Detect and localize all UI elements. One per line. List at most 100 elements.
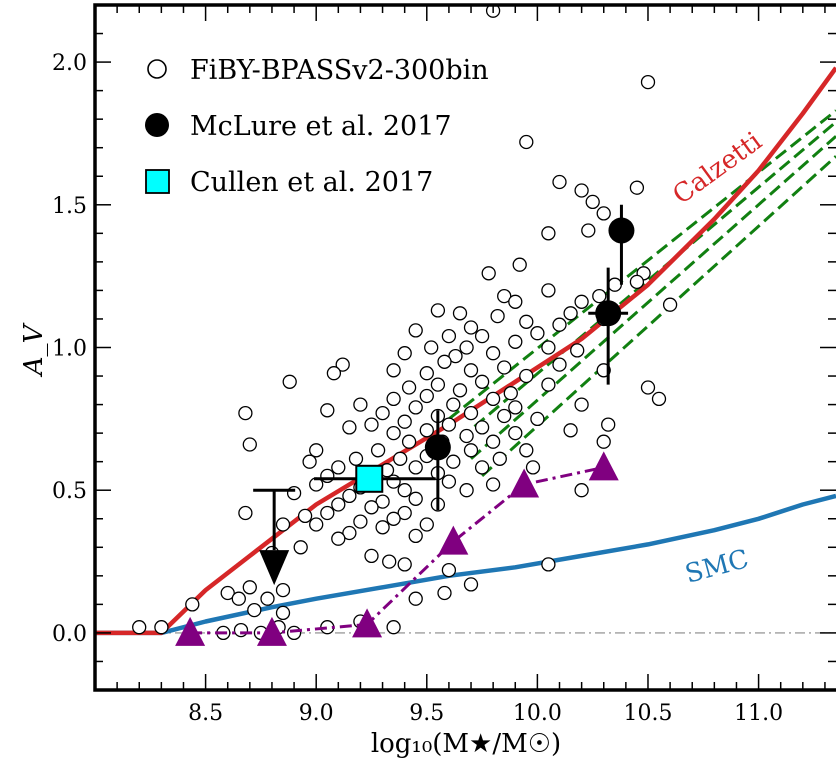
fiby-point (563, 306, 578, 321)
green-dashed-line-0 (447, 109, 836, 421)
fiby-point (463, 405, 479, 421)
legend-marker-mclure (145, 113, 169, 137)
fiby-point (596, 206, 611, 221)
mclure-point-0 (424, 434, 451, 461)
fiby-point (401, 380, 417, 395)
fiby-point (662, 297, 678, 312)
fiby-point (508, 294, 523, 309)
legend-label-cullen: Cullen et al. 2017 (190, 167, 433, 198)
fiby-point (640, 74, 656, 90)
fiby-point (297, 508, 313, 524)
fiby-point (370, 443, 386, 458)
legend-marker-cullen (145, 169, 170, 194)
fiby-point (474, 460, 490, 475)
fiby-point (485, 477, 501, 492)
fiby-point (326, 366, 342, 381)
fiby-point (574, 397, 589, 412)
x-tick-label: 8.5 (188, 701, 223, 726)
fiby-point (364, 417, 379, 432)
fiby-point (508, 334, 523, 349)
fiby-point (596, 434, 611, 449)
fiby-point (585, 194, 600, 210)
fiby-point (275, 605, 291, 621)
fiby-scatter-points (132, 3, 678, 641)
fiby-point (446, 397, 461, 412)
fiby-point (275, 582, 291, 598)
fiby-point (401, 434, 417, 449)
fiby-point (508, 400, 523, 415)
fiby-point (408, 528, 423, 544)
fiby-point (452, 383, 468, 398)
fiby-point (563, 423, 578, 438)
fiby-point (437, 354, 452, 369)
fiby-point (247, 602, 262, 618)
y-axis-label: A_V (19, 323, 49, 378)
fiby-point (397, 505, 412, 521)
fiby-point (375, 405, 390, 421)
y-tick-label: 0.0 (52, 622, 87, 647)
fiby-point (525, 460, 541, 475)
fiby-point (441, 474, 457, 489)
y-tick-label: 2.0 (52, 51, 87, 76)
fiby-point (185, 597, 200, 612)
annotation-smc: SMC (682, 544, 752, 590)
fiby-point (492, 451, 507, 466)
fiby-point (331, 460, 346, 475)
fiby-point (503, 386, 518, 401)
fiby-point (419, 423, 434, 438)
fiby-point (574, 294, 589, 309)
fiby-point (386, 391, 401, 407)
fiby-point (375, 494, 390, 509)
fiby-point (386, 474, 401, 489)
fiby-point (382, 554, 397, 569)
fiby-point (220, 585, 235, 601)
fiby-point (437, 585, 452, 601)
x-tick-label: 9.0 (299, 701, 334, 726)
x-tick-label: 10.0 (513, 701, 562, 726)
fiby-point (497, 288, 512, 304)
fiby-point (552, 317, 567, 332)
fiby-point (397, 414, 412, 429)
smc-curve (95, 493, 836, 636)
fiby-point (463, 443, 479, 458)
purple-triangle (438, 525, 469, 555)
fiby-point (408, 491, 423, 506)
fiby-point (497, 360, 512, 375)
fiby-point (459, 340, 474, 355)
y-tick-label: 1.0 (52, 337, 87, 362)
fiby-point (320, 403, 335, 418)
fiby-point (408, 460, 423, 475)
fiby-point (331, 531, 346, 546)
fiby-point (132, 620, 147, 635)
fiby-point (441, 562, 457, 578)
fiby-point (459, 483, 474, 498)
fiby-point (485, 346, 501, 361)
fiby-point (408, 591, 423, 606)
fiby-point (640, 380, 656, 395)
fiby-point (574, 183, 589, 198)
x-tick-label: 11.0 (734, 701, 783, 726)
fiby-point (242, 580, 257, 595)
fiby-point (293, 540, 308, 555)
fiby-point (419, 388, 434, 404)
fiby-point (408, 323, 423, 338)
observational-points (253, 204, 635, 586)
fiby-point (397, 346, 412, 361)
fiby-point (552, 357, 567, 372)
fiby-point (393, 451, 408, 466)
fiby-point (541, 340, 556, 355)
fiby-point (364, 548, 379, 564)
mclure-point-1 (595, 300, 622, 327)
purple-triangle (352, 608, 383, 638)
fiby-point (448, 348, 463, 364)
fiby-point (512, 257, 527, 272)
fiby-point (154, 620, 169, 635)
fiby-point (485, 391, 501, 407)
x-axis-label: log₁₀(M★/M☉) (371, 729, 561, 759)
legend-marker-fiby (147, 59, 167, 79)
purple-line (190, 465, 605, 635)
fiby-point (364, 500, 379, 515)
fiby-point (342, 525, 357, 541)
model-curves (95, 66, 836, 636)
